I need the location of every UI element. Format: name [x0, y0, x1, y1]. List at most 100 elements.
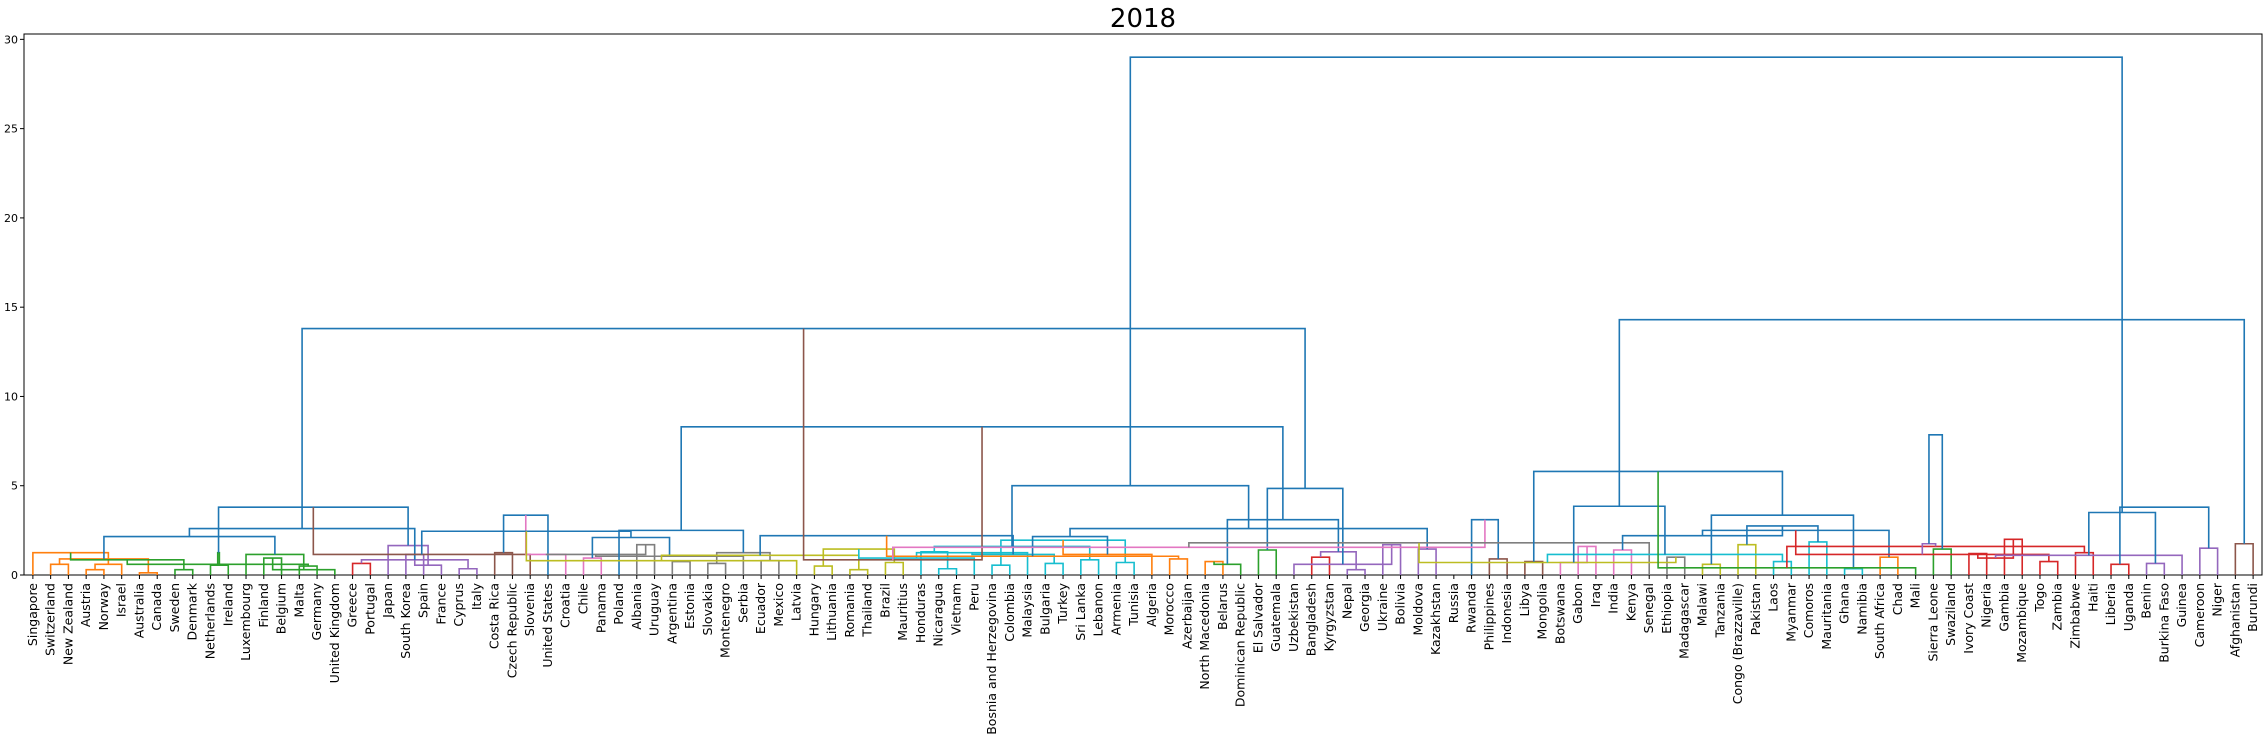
dendrogram-link	[671, 560, 691, 575]
leaf-label: Philippines	[1481, 583, 1496, 650]
leaf-label: Canada	[149, 583, 164, 631]
leaf-label: Norway	[96, 582, 111, 630]
dendrogram-link	[1319, 550, 1357, 570]
leaf-label: Comoros	[1801, 583, 1816, 638]
leaf-label: Estonia	[682, 583, 697, 629]
dendrogram-link	[1843, 567, 1864, 575]
y-tick-label: 25	[4, 123, 18, 136]
leaf-label: Nigeria	[1979, 583, 1994, 628]
leaf-label: Argentina	[664, 583, 679, 644]
dendrogram-link	[1968, 552, 1988, 575]
y-tick-label: 15	[4, 301, 18, 314]
dendrogram-link	[1618, 318, 2246, 544]
leaf-label: Burundi	[2245, 583, 2260, 632]
leaf-label: Peru	[966, 583, 981, 611]
leaf-label: Mexico	[771, 583, 786, 627]
leaf-label: Tanzania	[1712, 583, 1727, 638]
leaf-label: Tunisia	[1126, 583, 1141, 627]
leaf-label: Russia	[1446, 583, 1461, 623]
dendrogram-link	[216, 551, 221, 566]
dendrogram-link	[707, 562, 727, 575]
dendrogram-link	[458, 567, 478, 575]
leaf-label: India	[1606, 583, 1621, 614]
leaf-label: Bosnia and Herzegovina	[984, 583, 999, 735]
y-tick-label: 5	[11, 480, 18, 493]
dendrogram-link	[1257, 549, 1278, 575]
leaf-label: Burkina Faso	[2156, 583, 2171, 663]
leaf-label: Namibia	[1854, 583, 1869, 635]
leaf-label: Ivory Coast	[1961, 583, 1976, 654]
dendrogram-link	[1346, 568, 1366, 575]
dendrogram-link	[1044, 562, 1064, 575]
dendrogram-link	[591, 536, 671, 559]
dendrogram-link	[849, 568, 869, 575]
dendrogram-link	[991, 564, 1011, 575]
dendrogram-link	[1266, 487, 1344, 565]
leaf-label: Armenia	[1108, 583, 1123, 635]
leaf-label: Belgium	[274, 583, 289, 634]
dendrogram-link	[759, 534, 1014, 556]
leaf-label: Switzerland	[43, 583, 58, 656]
dendrogram-link	[920, 550, 949, 575]
dendrogram-link	[2110, 563, 2130, 575]
dendrogram-link	[493, 551, 514, 575]
leaf-label: Malaysia	[1020, 583, 1035, 638]
dendrogram-link	[1168, 558, 1189, 575]
leaf-label: Iraq	[1588, 583, 1603, 607]
leaf-label: Panama	[593, 583, 608, 633]
leaf-label: Spain	[416, 583, 431, 618]
leaf-label: Chad	[1890, 583, 1905, 615]
dendrogram-link	[1188, 542, 1651, 575]
leaf-label: Myanmar	[1783, 582, 1798, 642]
leaf-label: Ghana	[1837, 583, 1852, 624]
leaf-label: Azerbaijan	[1179, 583, 1194, 649]
leaf-label: Albania	[629, 583, 644, 630]
dendrogram-link	[360, 559, 469, 569]
dendrogram-link	[1701, 563, 1722, 575]
dendrogram-link	[58, 558, 150, 573]
dendrogram-link	[1994, 554, 2183, 575]
leaf-label: Haiti	[2085, 583, 2100, 612]
leaf-label: Nicaragua	[931, 583, 946, 647]
leaf-label: Liberia	[2103, 583, 2118, 625]
dendrogram-link	[1488, 558, 1508, 575]
dendrogram-link	[1524, 560, 1544, 575]
dendrogram-link	[387, 544, 429, 575]
dendrogram-link	[2145, 562, 2166, 575]
leaf-label: Guatemala	[1268, 583, 1283, 652]
dendrogram-link	[1080, 559, 1100, 575]
dendrogram-link	[1928, 434, 1944, 550]
dendrogram-link	[1666, 556, 1686, 575]
leaf-label: Germany	[309, 582, 324, 640]
leaf-label: Luxembourg	[238, 583, 253, 661]
dendrogram-link	[760, 559, 780, 575]
leaf-label: Brazil	[877, 583, 892, 618]
leaf-label: Kenya	[1623, 583, 1638, 621]
leaf-label: Dominican Republic	[1233, 583, 1248, 707]
dendrogram-link	[1879, 556, 1899, 575]
leaf-label: United States	[540, 583, 555, 668]
leaf-label: Singapore	[25, 583, 40, 646]
dendrogram-links	[32, 56, 2254, 575]
dendrogram-link	[85, 568, 105, 575]
dendrogram-link	[1000, 539, 1127, 566]
dendrogram-link	[502, 514, 549, 575]
leaf-label: Senegal	[1641, 583, 1656, 633]
dendrogram-link	[1701, 529, 1890, 558]
dendrogram-link	[2119, 506, 2210, 565]
dendrogram-link	[1532, 470, 1784, 562]
leaf-label: Colombia	[1002, 583, 1017, 642]
dendrogram-link	[1621, 525, 1784, 551]
dendrogram-link	[1310, 556, 1331, 575]
plot-frame	[23, 33, 2263, 576]
dendrogram-link	[1737, 543, 1757, 575]
leaf-label: Zambia	[2050, 583, 2065, 630]
y-axis: 0 5 10 15 20 25 30	[4, 33, 24, 582]
leaf-label: Netherlands	[203, 583, 218, 659]
leaf-label: Mozambique	[2014, 583, 2029, 663]
leaf-label: Sri Lanka	[1073, 583, 1088, 641]
leaf-label: Niger	[2210, 582, 2225, 616]
dendrogram-link	[813, 565, 833, 575]
dendrogram-link	[885, 535, 1180, 559]
